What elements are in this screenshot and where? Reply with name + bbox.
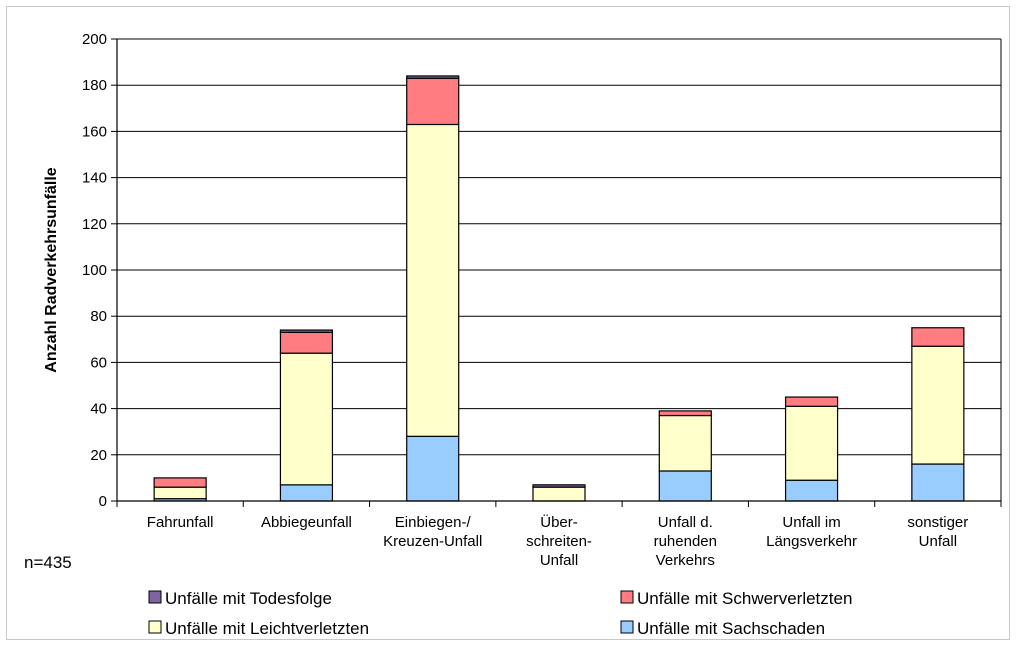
legend-label: Unfälle mit Sachschaden bbox=[637, 619, 825, 638]
y-tick-label: 200 bbox=[82, 31, 107, 48]
y-tick-label: 180 bbox=[82, 77, 107, 94]
axis-labels: 0 20 40 60 80 100 120 140 160 180 200 Fahrunfall Abb… bbox=[43, 31, 968, 569]
y-tick-label: 120 bbox=[82, 216, 107, 233]
bar-segment bbox=[784, 405, 839, 481]
axes bbox=[111, 38, 1002, 507]
legend-label: Unfälle mit Todesfolge bbox=[165, 589, 332, 608]
gridlines bbox=[117, 38, 1001, 456]
y-axis-title: Anzahl Radverkehrsunfälle bbox=[43, 167, 60, 373]
y-tick-label: 40 bbox=[90, 401, 107, 418]
bar-segment bbox=[406, 123, 460, 437]
y-tick-label: 100 bbox=[82, 262, 107, 279]
bar-segment bbox=[406, 77, 460, 126]
bar-segment bbox=[658, 410, 712, 417]
category-label: Über-schreiten-Unfall bbox=[526, 513, 592, 569]
legend-swatch bbox=[148, 620, 162, 634]
bar-segment bbox=[532, 484, 586, 488]
legend-swatch bbox=[620, 620, 634, 634]
category-label: Abbiegeunfall bbox=[261, 514, 352, 531]
bar-segment bbox=[658, 414, 712, 472]
bar-segment bbox=[911, 463, 965, 502]
category-label: Unfall d. ruhenden Verkehrs bbox=[654, 514, 717, 569]
category-label: Fahrunfall bbox=[147, 514, 214, 531]
bar-segment bbox=[279, 484, 334, 502]
bar-segment bbox=[658, 470, 712, 502]
bar-segment bbox=[406, 435, 460, 502]
y-tick-label: 80 bbox=[90, 308, 107, 325]
category-label: Unfall im Längsverkehr bbox=[766, 514, 857, 550]
bar-segment bbox=[279, 331, 334, 354]
bar-segment bbox=[406, 75, 460, 79]
bar-segment bbox=[279, 329, 334, 333]
legend-label: Unfälle mit Leichtverletzten bbox=[165, 619, 369, 638]
bar-segment bbox=[784, 479, 839, 502]
category-label: Einbiegen-/Kreuzen-Unfall bbox=[383, 514, 482, 550]
sample-size-label: n=435 bbox=[24, 553, 72, 572]
bars bbox=[153, 75, 965, 502]
legend-swatch bbox=[620, 590, 634, 604]
bar-segment bbox=[153, 486, 207, 500]
y-tick-label: 160 bbox=[82, 123, 107, 140]
legend-swatch bbox=[148, 590, 162, 604]
y-tick-label: 0 bbox=[99, 493, 107, 510]
y-tick-label: 20 bbox=[90, 447, 107, 464]
bar-segment bbox=[784, 396, 839, 407]
bar-segment bbox=[911, 327, 965, 347]
legend-label: Unfälle mit Schwerverletzten bbox=[637, 589, 852, 608]
legend: Unfälle mit Todesfolge Unfälle mit Schwer… bbox=[148, 589, 852, 638]
y-tick-label: 140 bbox=[82, 170, 107, 187]
bar-segment bbox=[279, 352, 334, 486]
bar-segment bbox=[532, 486, 586, 502]
y-tick-label: 60 bbox=[90, 354, 107, 371]
bar-segment bbox=[153, 477, 207, 488]
bar-segment bbox=[911, 345, 965, 465]
chart-frame bbox=[6, 6, 1010, 640]
category-label: sonstiger Unfall bbox=[907, 514, 968, 550]
